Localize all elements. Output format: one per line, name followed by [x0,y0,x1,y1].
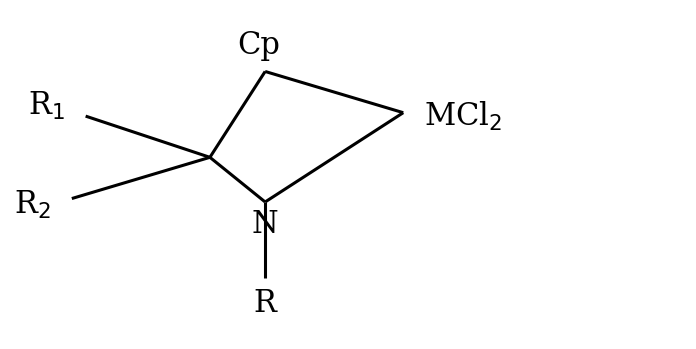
Text: R$_2$: R$_2$ [15,190,51,222]
Text: R: R [254,288,276,319]
Text: N: N [252,209,278,240]
Text: MCl$_2$: MCl$_2$ [424,99,502,133]
Text: Cp: Cp [237,30,280,61]
Text: R$_1$: R$_1$ [28,90,65,122]
